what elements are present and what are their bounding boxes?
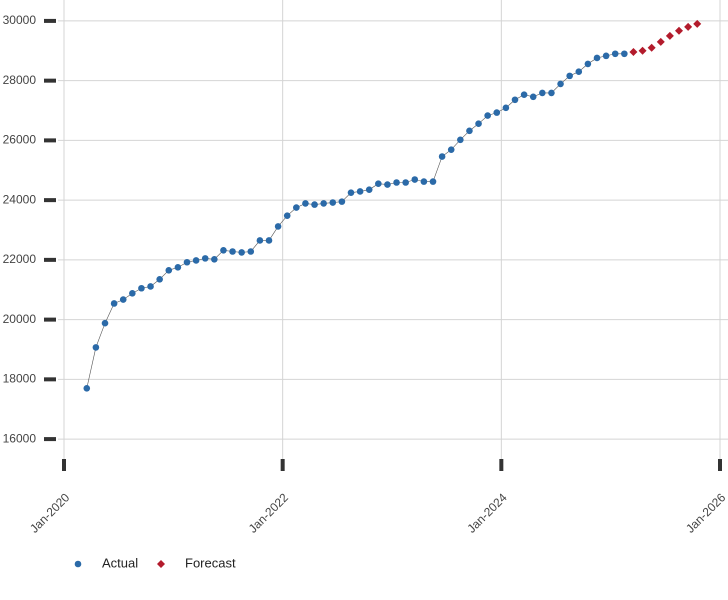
forecast-point (684, 22, 693, 31)
actual-point (129, 290, 136, 297)
legend-label: Actual (102, 555, 138, 570)
forecast-point (629, 47, 638, 56)
actual-point (338, 198, 346, 205)
forecast-point (638, 46, 647, 55)
actual-point (484, 112, 491, 119)
actual-point (302, 200, 309, 207)
x-tick-label: Jan-2024 (464, 490, 510, 536)
legend-marker (157, 560, 165, 568)
actual-point (621, 50, 628, 58)
y-tick-label: 20000 (3, 312, 37, 326)
actual-point (256, 237, 264, 244)
x-tick-label: Jan-2020 (27, 490, 73, 536)
actual-point (457, 136, 464, 144)
y-tick-label: 16000 (3, 431, 37, 445)
actual-point (365, 186, 373, 193)
forecast-point (693, 19, 702, 28)
actual-point (156, 275, 163, 283)
actual-point (429, 178, 437, 185)
forecast-point (675, 26, 683, 35)
actual-point (393, 179, 400, 186)
actual-point (220, 247, 227, 254)
actual-point (329, 199, 337, 206)
actual-point (347, 189, 355, 196)
legend-marker (74, 560, 82, 568)
y-tick-label: 28000 (3, 73, 37, 87)
actual-point (493, 109, 501, 116)
series-line (86, 53, 625, 389)
actual-point (101, 319, 109, 327)
actual-point (138, 284, 145, 292)
legend-label: Forecast (185, 555, 236, 570)
actual-point (192, 257, 200, 264)
actual-point (229, 248, 236, 255)
actual-point (311, 201, 318, 208)
actual-point (183, 258, 191, 266)
actual-point (602, 52, 610, 60)
actual-point (557, 80, 564, 88)
actual-point (411, 176, 419, 183)
actual-point (593, 54, 601, 62)
actual-point (575, 68, 583, 75)
actual-point (475, 120, 482, 127)
actual-point (238, 249, 245, 256)
actual-point (174, 264, 182, 271)
y-tick-label: 30000 (3, 13, 37, 27)
actual-point (511, 96, 519, 104)
actual-point (584, 60, 592, 68)
actual-point (274, 223, 282, 230)
actual-point (447, 146, 455, 153)
actual-point (110, 300, 118, 307)
y-tick-label: 24000 (3, 192, 37, 206)
actual-point (320, 200, 327, 207)
actual-point (356, 188, 364, 195)
actual-point (265, 237, 273, 244)
actual-point (384, 181, 391, 188)
actual-point (201, 255, 209, 262)
actual-point (375, 180, 382, 188)
y-tick-label: 18000 (3, 372, 37, 386)
actual-point (165, 267, 173, 274)
actual-point (539, 89, 546, 97)
actual-point (293, 204, 300, 211)
actual-point (438, 153, 446, 160)
actual-point (520, 91, 528, 98)
forecast-point (647, 43, 656, 52)
x-tick-label: Jan-2026 (683, 490, 728, 536)
y-tick-label: 22000 (3, 252, 37, 266)
actual-point (283, 212, 291, 219)
actual-point (147, 283, 154, 290)
actual-point (466, 127, 473, 135)
actual-point (502, 104, 510, 112)
forecast-point (656, 37, 665, 46)
actual-point (548, 89, 555, 97)
actual-point (83, 385, 91, 392)
actual-point (247, 248, 255, 255)
actual-point (119, 296, 127, 303)
y-tick-label: 26000 (3, 133, 37, 147)
legend: Actual Forecast (74, 555, 236, 570)
actual-point (420, 178, 428, 185)
actual-point (211, 255, 218, 263)
forecast-point (665, 31, 674, 40)
actual-point (402, 179, 409, 186)
actual-point (611, 50, 619, 58)
actual-point (92, 344, 100, 351)
actual-point (529, 93, 537, 101)
actual-point (566, 72, 573, 80)
x-tick-label: Jan-2022 (246, 490, 292, 536)
